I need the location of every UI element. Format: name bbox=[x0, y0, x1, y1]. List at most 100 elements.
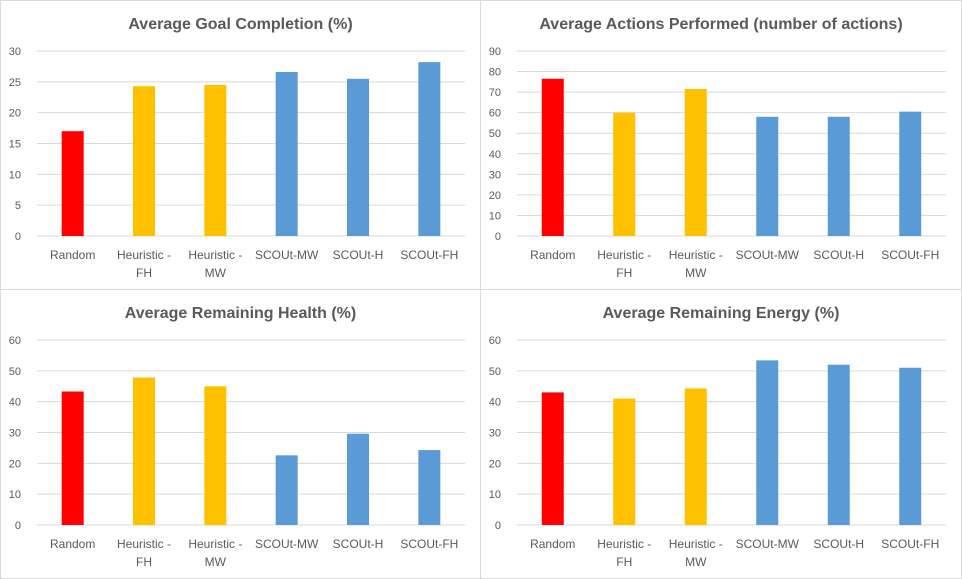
x-category-label: Heuristic - bbox=[597, 248, 651, 262]
bar bbox=[61, 391, 84, 525]
y-tick-label: 80 bbox=[489, 67, 501, 79]
y-tick-label: 60 bbox=[489, 335, 501, 347]
y-tick-label: 0 bbox=[495, 231, 501, 243]
y-tick-label: 0 bbox=[15, 520, 21, 532]
x-category-label: Heuristic - bbox=[669, 248, 723, 262]
x-category-label: SCOUt-MW bbox=[255, 537, 319, 551]
x-category-label: Heuristic - bbox=[669, 537, 723, 551]
x-category-label: FH bbox=[616, 266, 632, 280]
chart-title: Average Goal Completion (%) bbox=[128, 16, 352, 33]
x-category-label: Heuristic - bbox=[188, 248, 242, 262]
y-tick-label: 30 bbox=[489, 169, 501, 181]
y-tick-label: 25 bbox=[9, 77, 21, 89]
x-category-label: Random bbox=[530, 248, 575, 262]
bar bbox=[275, 455, 298, 525]
y-tick-label: 20 bbox=[489, 190, 501, 202]
x-category-label: MW bbox=[685, 266, 707, 280]
x-category-label: Heuristic - bbox=[188, 537, 242, 551]
bar bbox=[347, 433, 369, 525]
bar bbox=[899, 111, 922, 236]
bar bbox=[756, 360, 779, 525]
x-category-label: SCOUt-MW bbox=[736, 248, 800, 262]
y-tick-label: 15 bbox=[9, 139, 21, 151]
chart-svg: Average Remaining Health (%) 0 10 20 30 40 50 6… bbox=[9, 305, 465, 569]
x-category-label: Random bbox=[530, 537, 575, 551]
bar bbox=[204, 84, 227, 237]
y-tick-label: 30 bbox=[9, 428, 21, 440]
y-tick-label: 30 bbox=[489, 428, 501, 440]
x-category-label: MW bbox=[685, 555, 707, 569]
chart-title: Average Remaining Health (%) bbox=[125, 305, 356, 322]
y-tick-label: 5 bbox=[15, 200, 21, 212]
chart-panel-goal-completion: Average Goal Completion (%) 0 5 10 15 20 25 30 R… bbox=[0, 0, 481, 290]
chart-title: Average Actions Performed (number of act… bbox=[539, 16, 902, 33]
bar bbox=[61, 131, 84, 236]
x-category-label: SCOUt-MW bbox=[255, 248, 319, 262]
bar bbox=[418, 62, 441, 236]
x-category-label: MW bbox=[205, 266, 227, 280]
x-category-label: FH bbox=[616, 555, 632, 569]
x-category-label: SCOUt-FH bbox=[881, 248, 939, 262]
y-tick-label: 90 bbox=[489, 46, 501, 58]
x-category-label: FH bbox=[136, 555, 152, 569]
x-category-label: SCOUt-H bbox=[333, 537, 384, 551]
bar bbox=[827, 364, 850, 525]
bar bbox=[899, 367, 922, 525]
x-category-label: FH bbox=[136, 266, 152, 280]
bar bbox=[827, 116, 850, 236]
y-tick-label: 20 bbox=[9, 458, 21, 470]
y-tick-label: 70 bbox=[489, 87, 501, 99]
chart-panel-remaining-health: Average Remaining Health (%) 0 10 20 30 40 50 6… bbox=[0, 289, 481, 579]
bar bbox=[613, 398, 636, 525]
y-tick-label: 10 bbox=[9, 169, 21, 181]
y-tick-label: 50 bbox=[489, 128, 501, 140]
x-category-label: SCOUt-H bbox=[813, 537, 864, 551]
y-tick-label: 50 bbox=[489, 366, 501, 378]
y-tick-label: 40 bbox=[489, 149, 501, 161]
x-category-label: Random bbox=[50, 248, 95, 262]
bar bbox=[541, 78, 564, 236]
x-category-label: SCOUt-H bbox=[813, 248, 864, 262]
x-category-label: Heuristic - bbox=[117, 248, 171, 262]
y-tick-label: 0 bbox=[15, 231, 21, 243]
x-category-label: Heuristic - bbox=[117, 537, 171, 551]
bar bbox=[756, 116, 779, 236]
y-tick-label: 20 bbox=[9, 108, 21, 120]
bar bbox=[613, 112, 636, 236]
y-tick-label: 20 bbox=[489, 458, 501, 470]
y-tick-label: 40 bbox=[9, 397, 21, 409]
x-category-label: SCOUt-FH bbox=[881, 537, 939, 551]
bar bbox=[204, 386, 227, 525]
x-category-label: SCOUt-MW bbox=[736, 537, 800, 551]
chart-svg: Average Actions Performed (number of act… bbox=[489, 16, 946, 280]
chart-panel-actions-performed: Average Actions Performed (number of act… bbox=[480, 0, 962, 290]
chart-svg: Average Remaining Energy (%) 0 10 20 30 40 50 6… bbox=[489, 305, 946, 569]
y-tick-label: 30 bbox=[9, 46, 21, 58]
bar bbox=[347, 78, 369, 236]
bar bbox=[684, 388, 707, 525]
bar bbox=[684, 89, 707, 237]
y-tick-label: 60 bbox=[489, 108, 501, 120]
bar bbox=[133, 86, 155, 237]
y-tick-label: 50 bbox=[9, 366, 21, 378]
bar bbox=[133, 377, 155, 525]
chart-panel-remaining-energy: Average Remaining Energy (%) 0 10 20 30 40 50 6… bbox=[480, 289, 962, 579]
y-tick-label: 0 bbox=[495, 520, 501, 532]
x-category-label: SCOUt-H bbox=[333, 248, 384, 262]
bar bbox=[541, 392, 564, 525]
chart-title: Average Remaining Energy (%) bbox=[603, 305, 840, 322]
y-tick-label: 10 bbox=[489, 489, 501, 501]
chart-svg: Average Goal Completion (%) 0 5 10 15 20 25 30 R… bbox=[9, 16, 465, 280]
y-tick-label: 10 bbox=[9, 489, 21, 501]
bar bbox=[275, 71, 298, 236]
bar bbox=[418, 450, 441, 525]
x-category-label: SCOUt-FH bbox=[400, 248, 458, 262]
x-category-label: Random bbox=[50, 537, 95, 551]
x-category-label: Heuristic - bbox=[597, 537, 651, 551]
x-category-label: SCOUt-FH bbox=[400, 537, 458, 551]
y-tick-label: 60 bbox=[9, 335, 21, 347]
x-category-label: MW bbox=[205, 555, 227, 569]
y-tick-label: 10 bbox=[489, 210, 501, 222]
y-tick-label: 40 bbox=[489, 397, 501, 409]
